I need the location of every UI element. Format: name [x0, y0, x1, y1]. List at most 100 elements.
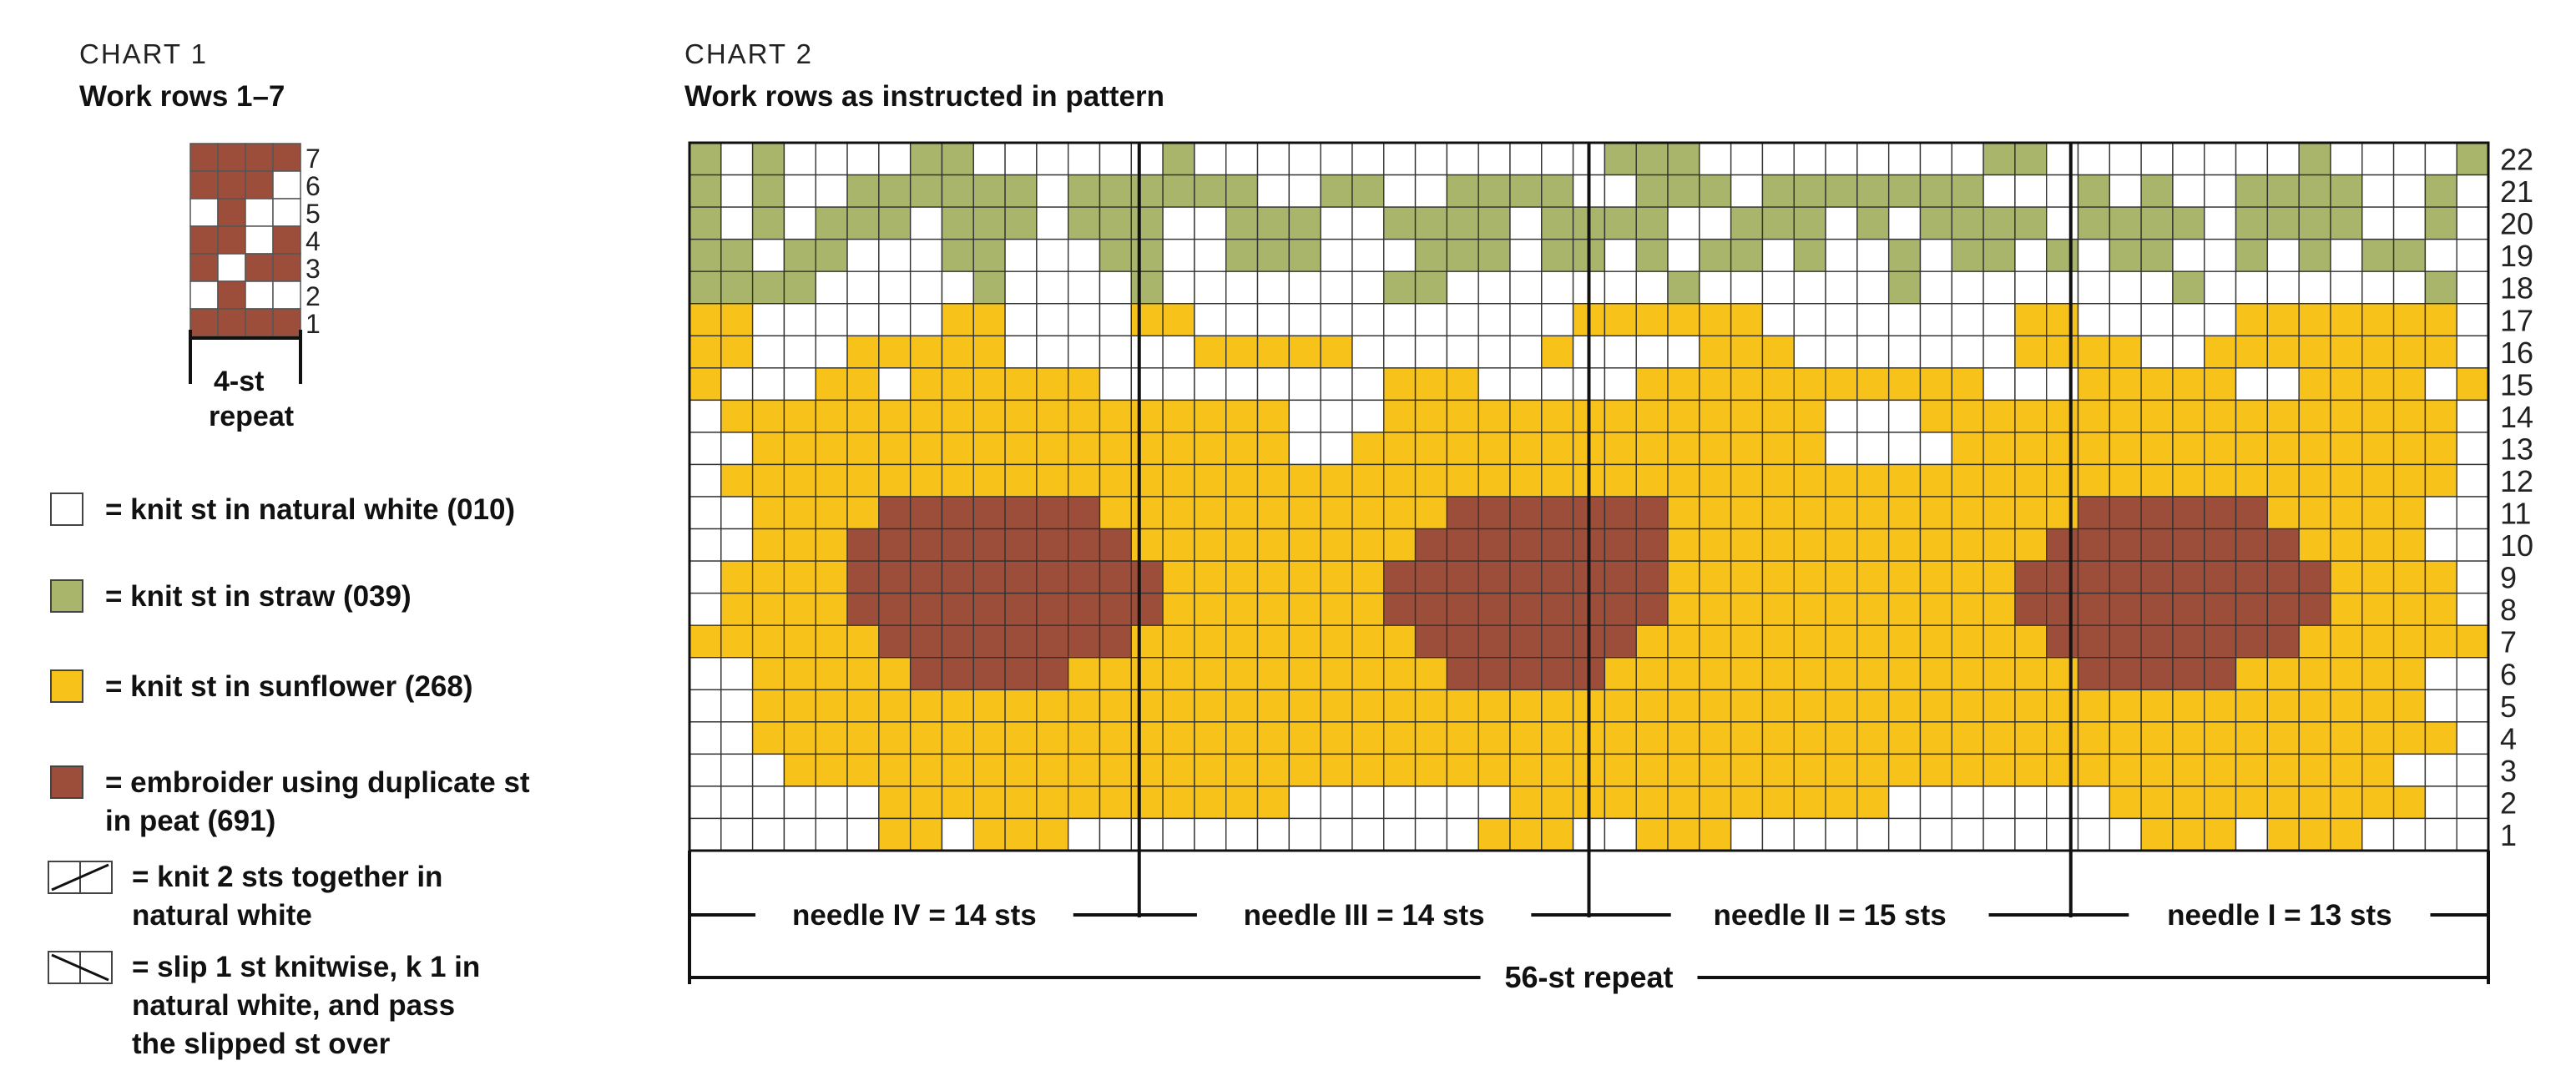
chart2-cell [878, 238, 912, 272]
chart2-cell [2172, 817, 2205, 851]
chart2-cell [1730, 817, 1764, 851]
chart2-cell [1383, 238, 1417, 272]
chart2-cell [1288, 528, 1321, 562]
chart2-cell [2077, 592, 2111, 626]
chart2-cell [2456, 142, 2489, 176]
chart2-cell [1004, 206, 1038, 240]
chart2-cell [1383, 592, 1417, 626]
chart2-cell [2140, 560, 2174, 594]
chart2-cell [1320, 817, 1353, 851]
chart2-cell [1162, 528, 1195, 562]
chart2-cell [2456, 817, 2489, 851]
chart2-cell [1604, 270, 1637, 305]
chart2-row-number: 16 [2500, 336, 2533, 370]
chart2-cell [1825, 657, 1858, 690]
chart2-cell [1446, 399, 1479, 433]
chart2-cell [751, 496, 785, 530]
chart2-cell [2077, 206, 2111, 240]
repeat-label: 56-st repeat [1504, 960, 1673, 994]
chart2-cell [1351, 817, 1385, 851]
chart2-cell [2046, 174, 2079, 208]
chart2-cell [2456, 206, 2489, 240]
chart2-cell [2361, 206, 2395, 240]
chart2-cell [846, 592, 880, 626]
chart2-cell [1699, 496, 1732, 530]
chart2-cell [972, 335, 1006, 369]
chart2-cell [2204, 785, 2237, 820]
chart2-cell [1225, 528, 1259, 562]
chart2-cell [1036, 721, 1069, 755]
chart2-cell [1856, 528, 1890, 562]
chart2-cell [1162, 496, 1195, 530]
chart2-cell [2204, 303, 2237, 336]
chart2-cell [2266, 270, 2300, 305]
chart2-cell [972, 432, 1006, 466]
chart2-row-number: 8 [2500, 593, 2517, 627]
chart2-cell [1320, 689, 1353, 723]
chart2-cell [1887, 270, 1922, 305]
chart2-cell [1887, 689, 1922, 723]
chart2-cell [1856, 624, 1890, 659]
chart1-cell [217, 225, 246, 255]
chart2-cell [1793, 174, 1826, 208]
chart2-cell [1604, 432, 1637, 466]
chart2-cell [2235, 303, 2269, 336]
chart2-cell [1288, 399, 1321, 433]
chart2-cell [1414, 238, 1448, 272]
chart2-cell [1225, 367, 1259, 402]
chart2-cell [1036, 753, 1069, 787]
chart2-cell [1635, 624, 1669, 659]
chart2-cell [1541, 174, 1574, 208]
chart2-cell [1635, 303, 1669, 336]
chart1-cell [217, 170, 246, 200]
chart2-row-number: 12 [2500, 464, 2533, 498]
chart2-cell [1162, 335, 1195, 369]
chart2-cell [1635, 367, 1669, 402]
chart2-cell [1099, 624, 1132, 659]
chart2-cell [2046, 206, 2079, 240]
chart2-cell [720, 238, 754, 272]
chart1-subtitle: Work rows 1–7 [79, 80, 285, 113]
chart2-cell [878, 624, 912, 659]
chart2-cell [1320, 496, 1353, 530]
chart2-cell [1036, 624, 1069, 659]
chart2-cell [720, 303, 754, 336]
chart2-cell [783, 367, 816, 402]
chart2-cell [878, 560, 912, 594]
chart2-cell [1036, 174, 1069, 208]
chart2-cell [2392, 721, 2427, 755]
chart2-cell [2014, 303, 2048, 336]
chart2-cell [1225, 399, 1259, 433]
chart2-cell [1067, 817, 1101, 851]
needle-label: needle I = 13 sts [2167, 899, 2392, 932]
chart2-cell [2424, 624, 2457, 659]
chart2-row-number: 17 [2500, 303, 2533, 337]
chart2-cell [1983, 785, 2016, 820]
chart2-cell [2109, 270, 2142, 305]
chart2-cell [1446, 238, 1479, 272]
chart2-cell [1067, 142, 1101, 176]
chart2-cell [941, 753, 974, 787]
chart2-cell [2424, 432, 2457, 466]
chart2-cell [1225, 689, 1259, 723]
chart2-cell [1414, 303, 1448, 336]
chart2-cell [2204, 624, 2237, 659]
chart2-cell [2456, 657, 2489, 690]
chart2-row-number: 15 [2500, 367, 2533, 402]
chart2-cell [1099, 142, 1132, 176]
chart2-cell [2204, 335, 2237, 369]
chart2-cell [2014, 238, 2048, 272]
chart2-cell [2266, 689, 2300, 723]
chart2-cell [1856, 721, 1890, 755]
chart2-cell [720, 432, 754, 466]
swatch-sunflower [50, 669, 83, 703]
chart2-cell [2046, 463, 2079, 498]
chart2-cell [1383, 335, 1417, 369]
chart1-cell [245, 308, 274, 337]
chart2-cell [1036, 399, 1069, 433]
chart2-cell [2456, 432, 2489, 466]
chart2-cell [941, 817, 974, 851]
chart2-cell [1699, 528, 1732, 562]
chart2-cell [2424, 785, 2457, 820]
chart2-cell [1477, 432, 1511, 466]
